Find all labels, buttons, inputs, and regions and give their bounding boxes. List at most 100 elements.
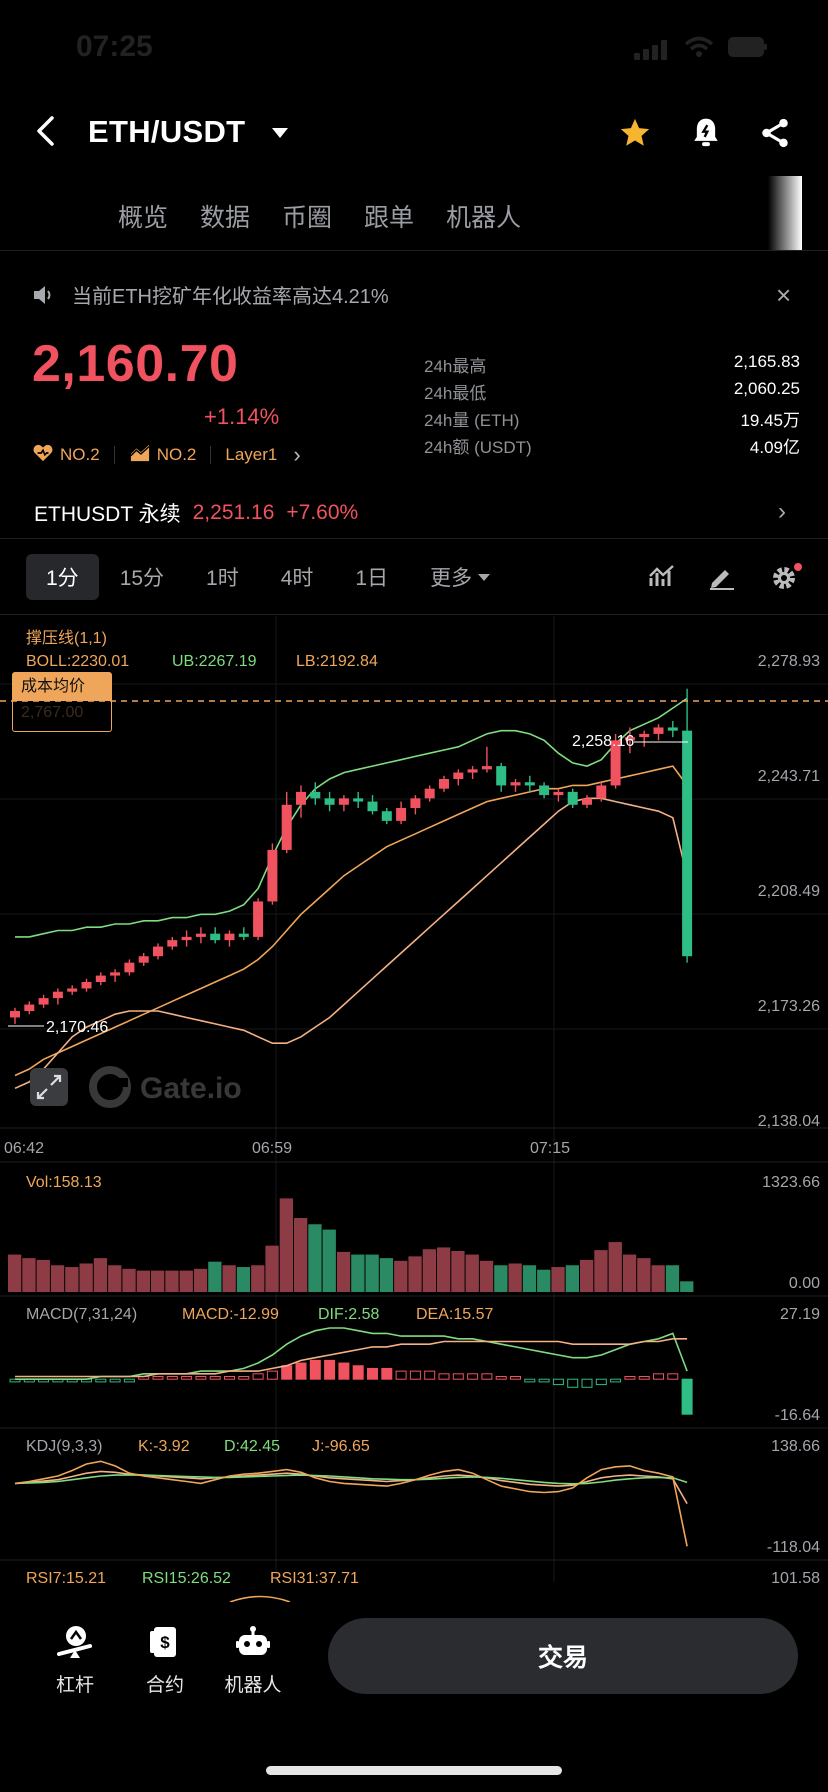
macd-histogram-bar bbox=[667, 1373, 679, 1380]
chart-settings-gear-icon[interactable] bbox=[770, 562, 804, 597]
high-price-label: 2,258.16 bbox=[572, 733, 634, 750]
rank-popularity[interactable]: NO.2 bbox=[60, 445, 100, 464]
boll-lb: LB:2192.84 bbox=[296, 653, 378, 670]
candle-body bbox=[310, 791, 321, 799]
macd-histogram-bar bbox=[409, 1370, 421, 1380]
nav-contract[interactable]: $ 合约 bbox=[130, 1622, 200, 1697]
rsi15: RSI15:26.52 bbox=[142, 1570, 231, 1587]
macd-histogram-bar bbox=[166, 1376, 178, 1380]
timeframe-bar: 1分 15分 1时 4时 1日 更多 bbox=[26, 554, 511, 600]
stat-volume: 24h量 (ETH) 19.45万 bbox=[424, 411, 800, 430]
nav-leverage[interactable]: 杠杆 bbox=[40, 1622, 110, 1697]
volume-bar bbox=[408, 1256, 422, 1292]
signal-icon bbox=[634, 39, 670, 60]
home-indicator[interactable] bbox=[266, 1766, 562, 1775]
back-icon[interactable] bbox=[30, 114, 64, 148]
candle-body bbox=[338, 798, 349, 805]
macd-histogram-bar bbox=[181, 1376, 193, 1380]
macd-title: MACD(7,31,24) bbox=[26, 1306, 137, 1323]
last-price: 2,160.70 bbox=[32, 335, 239, 393]
volume-bar bbox=[465, 1254, 479, 1292]
favorite-star-icon[interactable] bbox=[618, 116, 652, 155]
perpetual-link[interactable]: ETHUSDT 永续 2,251.16 +7.60% bbox=[34, 498, 358, 528]
volume-bar bbox=[651, 1265, 665, 1292]
share-icon[interactable] bbox=[758, 116, 792, 155]
macd-dea-line bbox=[15, 1337, 688, 1378]
tf-4h[interactable]: 4时 bbox=[280, 567, 314, 590]
tab-data[interactable]: 数据 bbox=[200, 204, 251, 232]
kdj-d: D:42.45 bbox=[224, 1438, 280, 1455]
volume-bar bbox=[236, 1267, 251, 1292]
kdj-title: KDJ(9,3,3) bbox=[26, 1438, 102, 1455]
tab-community[interactable]: 币圈 bbox=[282, 204, 333, 232]
pair-title[interactable]: ETH/USDT bbox=[88, 114, 246, 149]
pair-dropdown-caret-icon[interactable] bbox=[272, 128, 288, 138]
cost-price-tag[interactable]: 成本均价 2,767.00 bbox=[12, 672, 112, 732]
macd-histogram-bar bbox=[381, 1367, 393, 1380]
volume-bar bbox=[136, 1270, 150, 1292]
macd-histogram-bar bbox=[324, 1359, 336, 1380]
volume-bar bbox=[494, 1265, 508, 1292]
caret-down-icon bbox=[478, 573, 491, 581]
tf-15m[interactable]: 15分 bbox=[119, 567, 165, 590]
contract-icon: $ bbox=[130, 1622, 200, 1662]
tf-1m[interactable]: 1分 bbox=[26, 554, 99, 600]
macd-histogram-bar bbox=[452, 1373, 464, 1380]
volume-bar bbox=[208, 1261, 222, 1292]
macd-histogram-bar bbox=[610, 1378, 622, 1383]
cost-price-value: 2,767.00 bbox=[21, 704, 84, 721]
notice-text[interactable]: 当前ETH挖矿年化收益率高达4.21% bbox=[72, 286, 389, 308]
trend-rank-icon bbox=[129, 443, 151, 468]
volume-bar bbox=[451, 1250, 465, 1292]
chevron-right-icon[interactable]: › bbox=[778, 498, 786, 525]
volume-title: Vol:158.13 bbox=[26, 1174, 102, 1191]
fullscreen-icon[interactable] bbox=[30, 1068, 68, 1106]
wifi-icon bbox=[684, 36, 714, 63]
candle-body bbox=[24, 1004, 35, 1012]
candle-body bbox=[210, 933, 221, 941]
candle-body bbox=[81, 982, 92, 989]
indicators-icon[interactable] bbox=[648, 564, 676, 595]
volume-bar bbox=[594, 1250, 608, 1292]
volume-bar bbox=[379, 1258, 394, 1292]
volume-bar bbox=[537, 1269, 551, 1292]
svg-text:Gate.io: Gate.io bbox=[140, 1072, 242, 1105]
candle-body bbox=[267, 849, 278, 902]
sector-tag[interactable]: Layer1 bbox=[225, 445, 278, 464]
gate-logo-watermark: Gate.io bbox=[89, 1066, 242, 1108]
candle-body bbox=[153, 946, 163, 957]
tf-more[interactable]: 更多 bbox=[409, 554, 511, 600]
kdj-j-line bbox=[14, 1460, 688, 1547]
rank-gainer[interactable]: NO.2 bbox=[156, 445, 197, 464]
tab-overview[interactable]: 概览 bbox=[118, 204, 169, 232]
volume-bar bbox=[8, 1254, 22, 1292]
robot-icon bbox=[218, 1622, 288, 1662]
volume-bar bbox=[251, 1265, 265, 1292]
price-axis-2: 2,243.71 bbox=[758, 768, 820, 785]
price-axis-5: 2,138.04 bbox=[758, 1113, 820, 1130]
volume-bar bbox=[308, 1224, 322, 1292]
macd-histogram-bar bbox=[467, 1373, 479, 1380]
tf-1h[interactable]: 1时 bbox=[206, 567, 239, 590]
candle-body bbox=[281, 804, 292, 850]
nav-bot[interactable]: 机器人 bbox=[218, 1622, 288, 1697]
candle-body bbox=[653, 727, 664, 734]
volume-bar bbox=[165, 1270, 179, 1292]
trade-button[interactable]: 交易 bbox=[328, 1618, 798, 1694]
macd-histogram-bar bbox=[538, 1378, 550, 1383]
tab-copy-trading[interactable]: 跟单 bbox=[364, 204, 415, 232]
price-alert-bell-icon[interactable] bbox=[690, 116, 722, 155]
svg-text:$: $ bbox=[160, 1633, 170, 1652]
kline-chart[interactable]: 撑压线(1,1) BOLL:2230.01 UB:2267.19 LB:2192… bbox=[0, 616, 828, 1602]
tf-1d[interactable]: 1日 bbox=[355, 567, 389, 590]
kdj-k: K:-3.92 bbox=[138, 1438, 190, 1455]
candle-body bbox=[396, 808, 407, 821]
notice-close-icon[interactable]: × bbox=[776, 280, 792, 310]
chevron-right-icon[interactable]: › bbox=[293, 442, 301, 467]
tab-bots[interactable]: 机器人 bbox=[446, 204, 522, 232]
drawing-pen-icon[interactable] bbox=[708, 564, 736, 595]
candle-body bbox=[238, 933, 249, 937]
candle-body bbox=[167, 940, 178, 947]
volume-bar bbox=[665, 1265, 680, 1292]
macd-histogram-bar bbox=[495, 1376, 507, 1380]
